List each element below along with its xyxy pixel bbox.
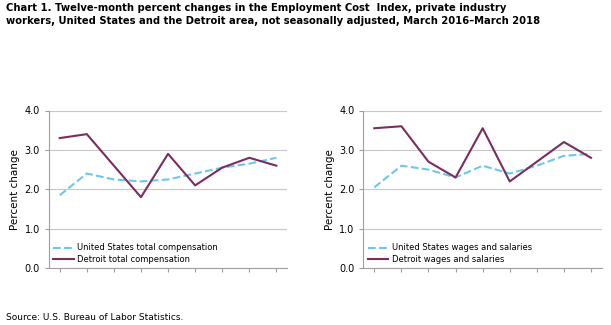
Text: Source: U.S. Bureau of Labor Statistics.: Source: U.S. Bureau of Labor Statistics. bbox=[6, 313, 183, 322]
Text: Chart 1. Twelve-month percent changes in the Employment Cost  Index, private ind: Chart 1. Twelve-month percent changes in… bbox=[6, 3, 540, 26]
Legend: United States total compensation, Detroit total compensation: United States total compensation, Detroi… bbox=[53, 243, 218, 264]
Y-axis label: Percent change: Percent change bbox=[10, 149, 20, 230]
Legend: United States wages and salaries, Detroit wages and salaries: United States wages and salaries, Detroi… bbox=[368, 243, 532, 264]
Y-axis label: Percent change: Percent change bbox=[325, 149, 335, 230]
